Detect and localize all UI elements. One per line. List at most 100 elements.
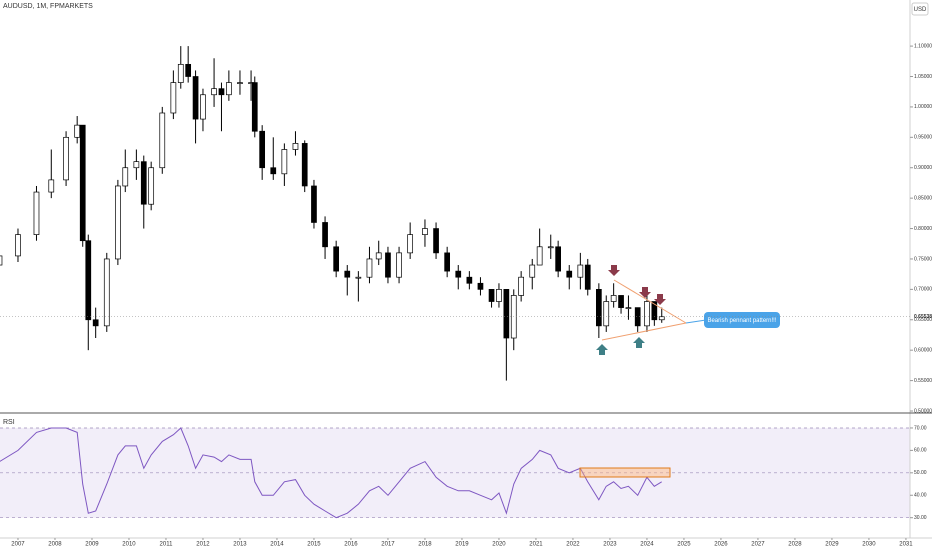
- y-tick-label: 0.80000: [914, 226, 932, 232]
- callout: [704, 312, 780, 328]
- candle-body: [140, 161, 147, 205]
- up-arrows: [596, 337, 645, 355]
- candle-body: [333, 246, 340, 272]
- candle-body: [547, 246, 554, 249]
- rsi-line: [0, 427, 662, 519]
- candle-body: [322, 222, 328, 248]
- candle-body: [444, 252, 451, 272]
- price-axis: [910, 0, 932, 550]
- candle-body: [15, 234, 21, 257]
- arrow-down: [654, 294, 666, 305]
- candle-body: [92, 319, 99, 327]
- candle-body: [577, 264, 584, 278]
- rsi-tick-label: 50.00: [914, 470, 927, 476]
- plot-area: [0, 46, 910, 519]
- x-tick-label: 2022: [566, 542, 580, 548]
- x-tick-label: 2010: [122, 542, 136, 548]
- x-tick-label: 2025: [677, 542, 691, 548]
- candle-body: [603, 301, 610, 327]
- candle-body: [74, 124, 81, 138]
- candle-body: [122, 167, 129, 187]
- rsi-tick-label: 30.00: [914, 515, 927, 521]
- candle-body: [133, 161, 140, 169]
- candle-body: [422, 228, 428, 235]
- callout-text: Bearish pennant pattern!!!: [707, 318, 776, 324]
- last-price-label: 0.65538: [914, 314, 932, 320]
- candle-body: [355, 276, 362, 279]
- x-tick-label: 2021: [529, 542, 543, 548]
- x-tick-label: 2023: [603, 542, 617, 548]
- arrow-down: [639, 287, 651, 298]
- x-tick-label: 2030: [862, 542, 876, 548]
- arrow-up: [596, 344, 608, 355]
- candle-body: [488, 289, 495, 302]
- candle-body: [455, 270, 462, 278]
- candle-body: [396, 252, 402, 278]
- candle-body: [651, 301, 658, 321]
- rsi-tick-label: 60.00: [914, 448, 927, 454]
- candle-body: [148, 167, 155, 205]
- x-tick-label: 2012: [196, 542, 210, 548]
- x-tick-label: 2014: [270, 542, 284, 548]
- currency[interactable]: USD: [914, 7, 927, 13]
- candle-body: [566, 270, 573, 278]
- axes: 0.50000 0.55000 0.60000 0.65000 0.70000 0.750…: [0, 43, 932, 548]
- x-tick-label: 2018: [418, 542, 432, 548]
- currency-button[interactable]: [911, 2, 929, 16]
- candle-body: [63, 136, 69, 181]
- candle-body: [200, 94, 206, 120]
- rsi-highlight: [579, 467, 671, 478]
- candle-body: [259, 130, 266, 169]
- candle-body: [192, 76, 199, 120]
- down-arrows: [608, 265, 666, 305]
- upper-trendline: [613, 279, 687, 324]
- x-tick-label: 2024: [640, 542, 654, 548]
- candle-body: [584, 264, 591, 290]
- candle-body: [625, 307, 632, 309]
- pennant: [601, 279, 687, 341]
- candle-body: [536, 246, 543, 266]
- x-tick-label: 2011: [160, 542, 174, 548]
- candle-body: [529, 264, 536, 278]
- candle-body: [226, 82, 232, 96]
- candle-body: [518, 276, 525, 296]
- candle-body: [618, 295, 624, 308]
- y-tick-label: 0.70000: [914, 287, 932, 293]
- x-tick-label: 2013: [233, 542, 247, 548]
- candle-body: [610, 295, 617, 302]
- candle-body: [634, 307, 641, 327]
- rsi-title: RSI: [3, 419, 15, 426]
- lower-trendline: [601, 322, 687, 341]
- candle-body: [85, 240, 92, 321]
- callout-pointer: [685, 319, 707, 324]
- x-tick-label: 2029: [825, 542, 839, 548]
- candle-body: [281, 149, 288, 175]
- x-tick-label: 2007: [11, 542, 25, 548]
- candle-body: [433, 228, 439, 254]
- y-tick-label: 0.75000: [914, 256, 932, 262]
- x-tick-label: 2017: [381, 542, 395, 548]
- candle-body: [79, 124, 86, 242]
- candle-body: [177, 63, 184, 83]
- candle-body: [466, 276, 473, 284]
- candle-body: [237, 82, 243, 84]
- candle-body: [496, 289, 502, 302]
- y-tick-label: 0.65000: [914, 317, 932, 323]
- candle-body: [366, 258, 373, 278]
- y-tick-label: 0.90000: [914, 165, 932, 171]
- candle-body: [0, 255, 3, 266]
- x-tick-label: 2019: [455, 542, 469, 548]
- candle-body: [477, 282, 484, 290]
- x-tick-label: 2026: [714, 542, 728, 548]
- rsi-tick-label: 70.00: [914, 425, 927, 431]
- candle-body: [344, 270, 351, 278]
- x-tick-label: 2016: [344, 542, 358, 548]
- candle-body: [251, 82, 258, 132]
- x-tick-label: 2020: [492, 542, 506, 548]
- x-tick-label: 2009: [85, 542, 99, 548]
- x-tick-label: 2027: [751, 542, 765, 548]
- candle-body: [115, 185, 121, 260]
- chart-title: AUDUSD, 1M, FPMARKETS: [3, 3, 93, 10]
- candle-body: [270, 167, 277, 175]
